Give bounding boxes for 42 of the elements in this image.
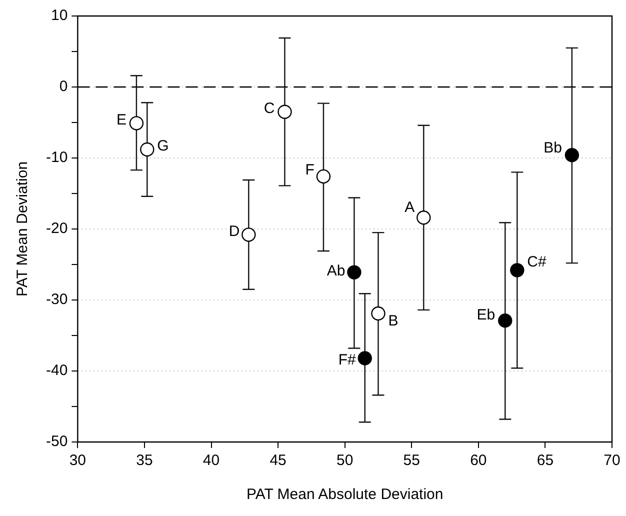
- y-axis-title: PAT Mean Deviation: [14, 161, 32, 297]
- x-tick-label: 45: [270, 452, 286, 470]
- y-tick-label: 0: [59, 78, 68, 96]
- point: [347, 265, 362, 280]
- x-tick-label: 60: [470, 452, 487, 470]
- annotation: A: [404, 198, 415, 216]
- y-tick-label: 10: [50, 7, 68, 24]
- y-tick-label: -30: [46, 291, 68, 308]
- point: [498, 313, 512, 328]
- point: [316, 169, 331, 184]
- point: [371, 306, 386, 321]
- x-tick-label: 35: [136, 452, 153, 470]
- annotation: F#: [338, 351, 357, 368]
- point: [510, 263, 524, 278]
- point: [278, 104, 292, 119]
- annotation: Eb: [476, 306, 496, 324]
- annotation: D: [228, 222, 240, 240]
- x-tick-label: 30: [69, 452, 86, 470]
- x-tick-label: 65: [536, 452, 554, 470]
- y-tick-label: -20: [46, 220, 68, 238]
- x-axis-title: PAT Mean Absolute Deviation: [246, 486, 444, 504]
- annotation: B: [388, 312, 398, 330]
- annotation: C#: [527, 253, 547, 270]
- y-tick-label: -40: [46, 362, 68, 380]
- point: [140, 142, 154, 157]
- annotation: G: [157, 138, 169, 155]
- y-tick-label: -50: [46, 433, 68, 450]
- x-tick-label: 50: [336, 452, 354, 470]
- annotation: Bb: [544, 139, 562, 156]
- x-tick-label: 70: [604, 452, 620, 470]
- annotation: E: [116, 111, 126, 128]
- y-tick-label: -10: [46, 149, 68, 166]
- point: [564, 148, 580, 162]
- point: [242, 228, 256, 242]
- x-tick-label: 55: [403, 452, 420, 470]
- point: [416, 210, 431, 225]
- point: [129, 116, 144, 130]
- x-tick-label: 40: [202, 452, 220, 470]
- point: [358, 351, 372, 366]
- annotation: Ab: [326, 262, 346, 280]
- annotation: F: [305, 162, 314, 179]
- annotation: C: [264, 100, 275, 117]
